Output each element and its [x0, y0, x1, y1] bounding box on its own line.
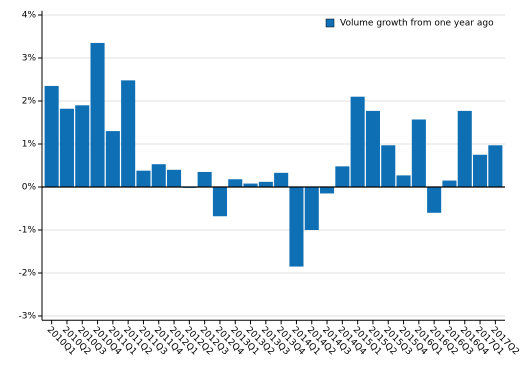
y-tick-label: 4%	[22, 11, 37, 21]
bar	[427, 187, 442, 213]
bar	[167, 169, 182, 187]
y-tick-label: -2%	[18, 269, 36, 279]
bar	[121, 80, 136, 187]
bar	[44, 85, 59, 187]
bar	[320, 187, 335, 194]
bar	[335, 166, 350, 187]
y-tick-label: 0%	[22, 183, 37, 193]
bar	[243, 183, 258, 187]
y-tick-label: -3%	[18, 312, 36, 322]
bar	[258, 181, 273, 187]
y-tick-label: 2%	[22, 97, 37, 107]
bar	[105, 131, 120, 187]
bar	[396, 175, 411, 187]
bar	[212, 187, 227, 217]
y-tick-label: -1%	[18, 226, 36, 236]
bar	[90, 42, 105, 188]
bar	[75, 105, 90, 187]
bar	[197, 171, 212, 187]
bar	[59, 108, 74, 187]
bar	[350, 96, 365, 187]
bar	[365, 110, 380, 187]
bar	[304, 187, 319, 230]
bar	[289, 187, 304, 267]
legend-label: Volume growth from one year ago	[340, 19, 494, 29]
bar	[381, 145, 396, 187]
legend-swatch	[325, 18, 335, 28]
bar	[411, 119, 426, 187]
y-tick-label: 3%	[22, 54, 37, 64]
bar	[151, 164, 166, 187]
bar	[473, 154, 488, 187]
bar	[442, 180, 457, 187]
bar	[274, 172, 289, 187]
bar	[228, 179, 243, 187]
bar	[136, 170, 151, 187]
bar	[457, 110, 472, 187]
y-tick-label: 1%	[22, 140, 37, 150]
bar	[488, 145, 503, 187]
